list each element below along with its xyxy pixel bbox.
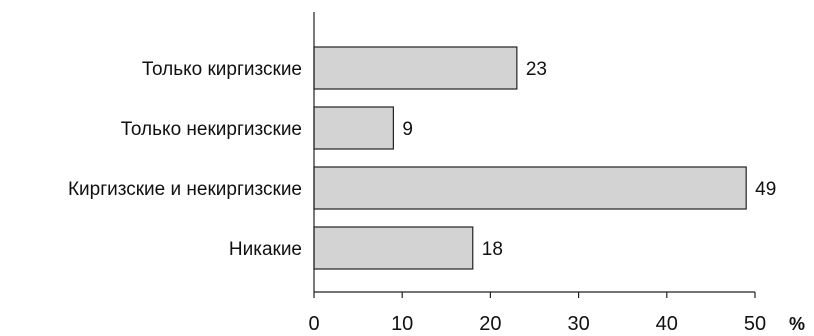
bar-3 <box>313 166 747 210</box>
x-tick-label-10: 10 <box>391 313 413 335</box>
x-tick-label-50: 50 <box>744 313 766 335</box>
x-tick-label-20: 20 <box>479 313 501 335</box>
x-axis-unit-label: % <box>789 314 805 334</box>
value-label-4: 18 <box>482 239 503 260</box>
category-label-4: Никакие <box>229 239 302 260</box>
category-label-1: Только киргизские <box>142 59 302 80</box>
value-label-1: 23 <box>526 59 547 80</box>
value-label-2: 9 <box>402 119 413 140</box>
labels-layer: Только киргизские 23 Только некиргизские 9 К… <box>68 59 776 260</box>
x-ticks-layer: 0 10 20 30 40 50 <box>308 292 766 335</box>
bar-4 <box>313 226 474 270</box>
value-label-3: 49 <box>755 179 776 200</box>
axis-layer <box>313 12 755 293</box>
bar-1 <box>313 46 518 90</box>
x-tick-label-30: 30 <box>567 313 589 335</box>
category-label-3: Киргизские и некиргизские <box>68 179 302 200</box>
bars-layer <box>313 46 747 270</box>
x-tick-label-0: 0 <box>308 313 319 335</box>
category-label-2: Только некиргизские <box>121 119 302 140</box>
x-tick-label-40: 40 <box>656 313 678 335</box>
bar-2 <box>313 106 394 150</box>
